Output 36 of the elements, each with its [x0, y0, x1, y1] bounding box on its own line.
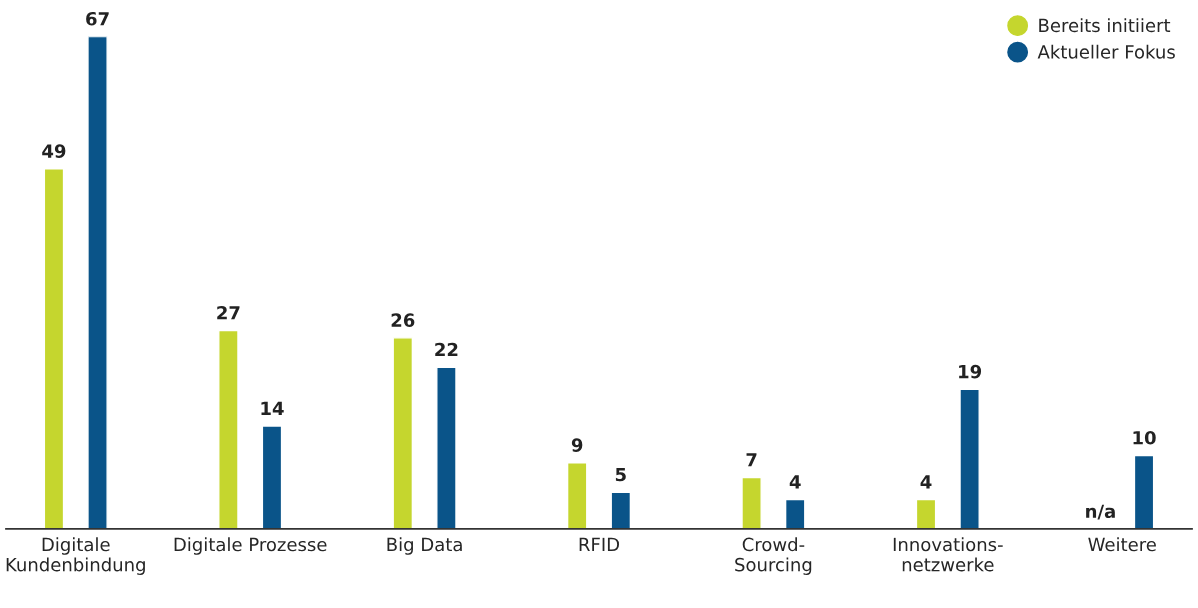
x-tick-label: Weitere — [1088, 537, 1156, 552]
x-tick-label: RFID — [579, 537, 620, 552]
bar — [1133, 454, 1155, 529]
x-tick-label: Digitale Kundenbindung — [6, 537, 145, 575]
data-label: 4 — [789, 475, 801, 489]
data-label: 19 — [959, 364, 982, 379]
bar — [392, 337, 414, 529]
x-tick-label: Innovations- netzwerke — [893, 537, 1003, 572]
data-label: 67 — [86, 11, 109, 26]
x-tick-label: Digitale Prozesse — [174, 537, 327, 555]
data-label: 22 — [435, 342, 458, 357]
bar — [218, 329, 239, 529]
data-label: 10 — [1133, 430, 1156, 445]
bar — [610, 491, 632, 529]
bar — [915, 498, 937, 529]
data-label: 4 — [920, 475, 932, 489]
bar — [436, 366, 457, 529]
bar — [87, 36, 108, 529]
x-tick-label: Crowd- Sourcing — [735, 537, 812, 575]
text: n/a — [1086, 504, 1115, 520]
data-label: 26 — [391, 313, 415, 327]
data-label: 14 — [261, 401, 284, 415]
legend-label: Aktueller Fokus — [1037, 44, 1175, 59]
bar — [784, 498, 806, 529]
bar — [741, 476, 762, 529]
bar — [43, 168, 65, 529]
bar — [959, 388, 980, 529]
bar — [566, 462, 588, 529]
data-label: 7 — [746, 453, 757, 467]
data-label: 9 — [571, 438, 583, 452]
bar — [261, 425, 283, 529]
x-tick-label: Big Data — [387, 537, 462, 555]
data-label: 5 — [615, 467, 626, 482]
data-label: 27 — [217, 305, 240, 320]
legend-label: Bereits initiiert — [1039, 18, 1171, 33]
data-label: 49 — [42, 144, 66, 158]
